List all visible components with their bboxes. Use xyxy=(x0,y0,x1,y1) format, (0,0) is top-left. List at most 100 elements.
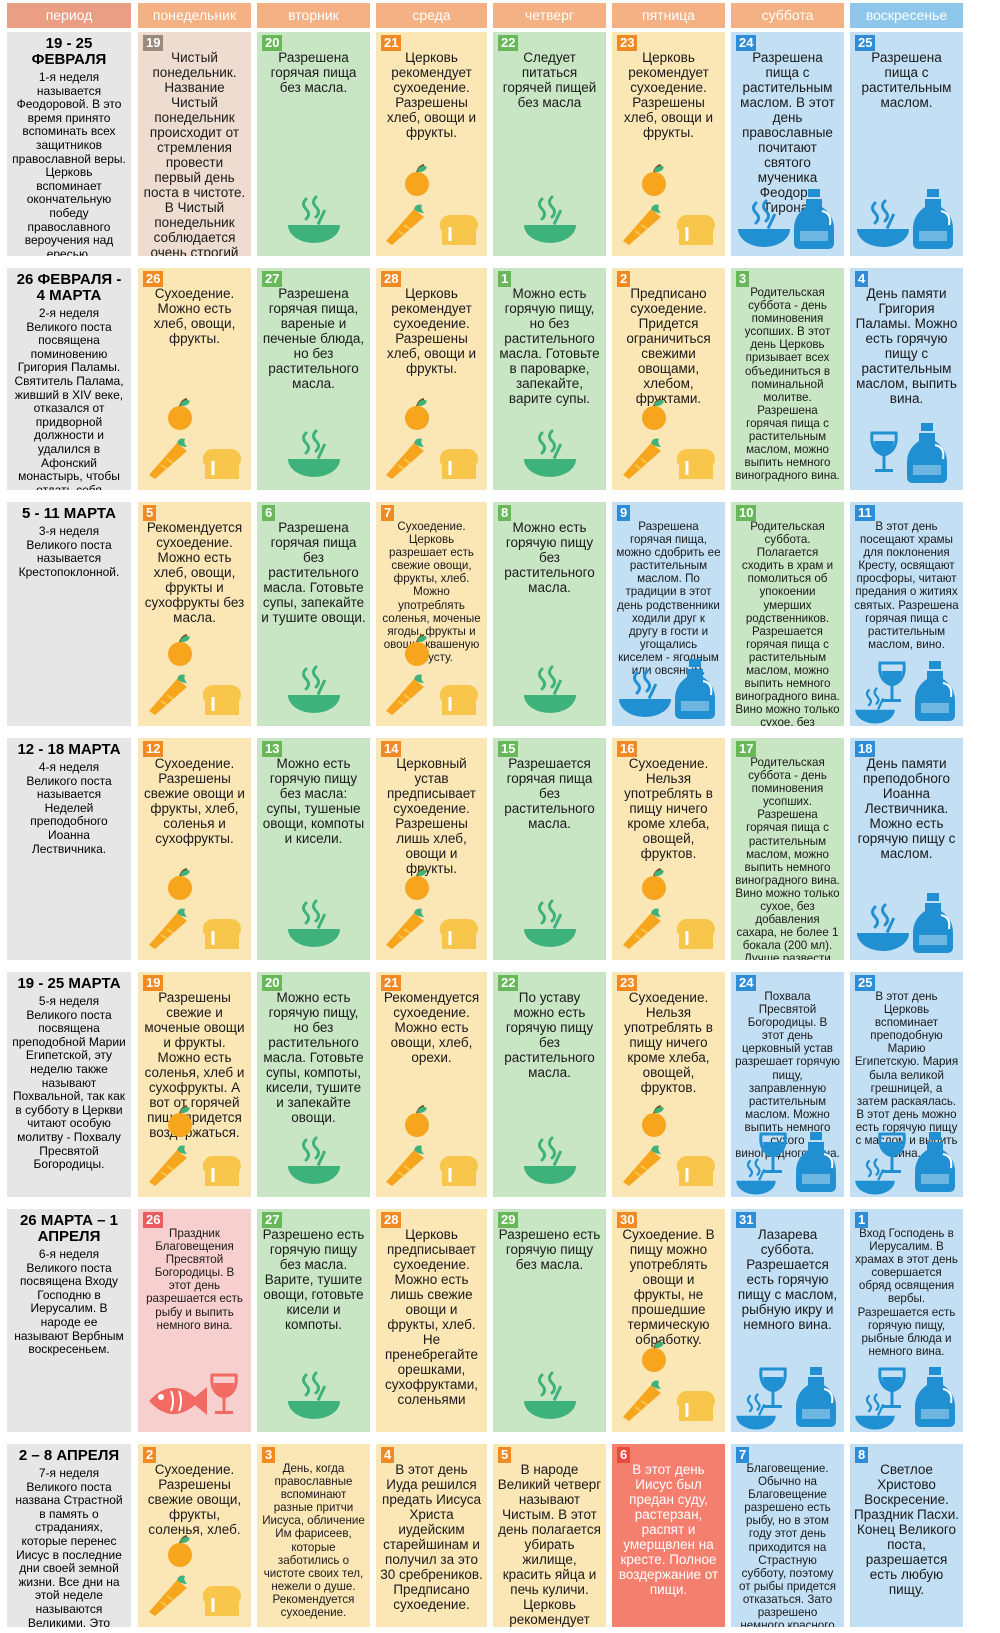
day-number: 5 xyxy=(498,1447,512,1463)
day-cell: 26 Праздник Благовещения Пресвятой Богоро… xyxy=(138,1209,251,1432)
food-icons xyxy=(257,629,370,724)
bread-icon xyxy=(439,1155,478,1186)
soup-bowl-icon xyxy=(523,899,576,947)
header-day-3: среда xyxy=(376,3,487,28)
day-cell: 15 Разрешается горячая пища без раститель… xyxy=(493,738,606,960)
day-number: 27 xyxy=(262,1212,283,1228)
soup-bowl-icon xyxy=(523,429,576,477)
carrot-icon xyxy=(385,674,424,715)
day-number: 6 xyxy=(617,1447,631,1463)
food-icons xyxy=(138,863,251,958)
soup-bowl-icon xyxy=(735,1158,776,1195)
apple-icon xyxy=(641,1105,666,1137)
food-icons xyxy=(612,393,725,488)
day-text: Рекомендуется сухоедение. Можно есть хле… xyxy=(144,520,245,625)
period-description: 7-я неделя Великого поста названа Страст… xyxy=(15,1466,123,1627)
apple-icon xyxy=(641,398,666,430)
apple-icon xyxy=(167,634,192,666)
day-cell: 26 Сухоедение. Можно есть хлеб, овощи, фр… xyxy=(138,268,251,490)
day-text: По уставу можно есть горячую пищу без ра… xyxy=(504,990,595,1080)
day-number: 20 xyxy=(262,35,283,51)
soup-bowl-icon xyxy=(523,665,576,713)
wine-glass-icon xyxy=(758,1132,787,1173)
header-day-4: четверг xyxy=(493,3,606,28)
soup-bowl-icon xyxy=(287,665,340,713)
carrot-icon xyxy=(385,204,424,245)
carrot-icon xyxy=(385,908,424,949)
day-cell: 8 Можно есть горячую пищу без растительно… xyxy=(493,502,606,726)
day-text: Разрешено есть горячую пищу без масла. xyxy=(498,1227,601,1272)
day-text: Церковь рекомендует сухоедение. Разрешен… xyxy=(623,50,714,140)
day-text: Церковь рекомендует сухоедение. Разрешен… xyxy=(386,50,477,140)
bread-icon xyxy=(676,1390,715,1421)
day-text: Разрешено есть горячую пищу без масла. В… xyxy=(262,1227,365,1332)
food-icons xyxy=(376,629,487,724)
day-number: 17 xyxy=(736,741,757,757)
day-cell: 24 Разрешена пища с растительным маслом. … xyxy=(731,32,844,256)
day-number: 6 xyxy=(262,505,276,521)
day-cell: 13 Можно есть горячую пищу без масла: суп… xyxy=(257,738,370,960)
period-cell: 12 - 18 МАРТА 4-я неделя Великого поста н… xyxy=(7,738,131,960)
oil-bottle-icon xyxy=(912,893,953,953)
day-number: 24 xyxy=(736,35,757,51)
day-number: 16 xyxy=(617,741,638,757)
day-cell: 1 Вход Господень в Иерусалим. В храмах в … xyxy=(850,1209,963,1432)
soup-bowl-icon xyxy=(287,195,340,243)
day-cell: 8 Светлое Христово Воскресение. Праздник … xyxy=(850,1444,963,1627)
wine-glass-icon xyxy=(877,661,906,702)
day-text: Светлое Христово Воскресение. Праздник П… xyxy=(854,1462,959,1597)
day-text: Разрешена горячая пища без растительного… xyxy=(261,520,366,625)
day-number: 8 xyxy=(498,505,512,521)
bread-icon xyxy=(202,1585,241,1616)
food-icons xyxy=(493,159,606,254)
day-number: 31 xyxy=(736,1212,757,1228)
bread-icon xyxy=(676,1155,715,1186)
food-icons xyxy=(493,863,606,958)
day-text: Сухоедение. В пищу можно употреблять ово… xyxy=(622,1227,715,1347)
day-text: Церковный устав предписывает сухоедение.… xyxy=(387,756,476,876)
fish-icon xyxy=(148,1387,207,1415)
carrot-icon xyxy=(622,204,661,245)
food-icons xyxy=(850,629,963,724)
day-number: 19 xyxy=(143,35,164,51)
day-number: 23 xyxy=(617,35,638,51)
day-text: Разрешена горячая пища без масла. xyxy=(270,50,357,95)
food-icons xyxy=(850,393,963,488)
bread-icon xyxy=(439,918,478,949)
bread-icon xyxy=(676,448,715,479)
apple-icon xyxy=(404,164,429,196)
day-text: В этот день посещают храмы для поклонени… xyxy=(854,520,959,651)
day-text: Разрешена горячая пища, вареные и печены… xyxy=(262,286,365,391)
day-number: 22 xyxy=(498,975,519,991)
wine-glass-icon xyxy=(758,1367,787,1408)
day-cell: 21 Церковь рекомендует сухоедение. Разреш… xyxy=(376,32,487,256)
day-number: 7 xyxy=(381,505,395,521)
header-day-1: понедельник xyxy=(138,3,251,28)
period-cell: 26 МАРТА – 1 АПРЕЛЯ 6-я неделя Великого п… xyxy=(7,1209,131,1432)
day-number: 4 xyxy=(855,271,869,287)
day-cell: 22 По уставу можно есть горячую пищу без … xyxy=(493,972,606,1197)
day-cell: 29 Разрешено есть горячую пищу без масла. xyxy=(493,1209,606,1432)
soup-bowl-icon xyxy=(854,1393,895,1430)
day-number: 9 xyxy=(617,505,631,521)
day-number: 3 xyxy=(736,271,750,287)
day-text: Рекомендуется сухоедение. Можно есть ово… xyxy=(383,990,480,1065)
soup-bowl-icon xyxy=(618,669,671,717)
wine-glass-icon xyxy=(877,1132,906,1173)
day-text: Следует питаться горячей пищей без масла xyxy=(502,50,597,110)
day-cell: 19 Чистый понедельник. Название Чистый по… xyxy=(138,32,251,256)
period-cell: 19 - 25 ФЕВРАЛЯ 1-я неделя называется Фео… xyxy=(7,32,131,256)
period-range: 19 - 25 МАРТА xyxy=(17,975,121,992)
day-text: Вход Господень в Иерусалим. В храмах в э… xyxy=(855,1227,958,1358)
day-cell: 19 Разрешены свежие и моченые овощи и фру… xyxy=(138,972,251,1197)
period-range: 5 - 11 МАРТА xyxy=(22,505,116,522)
food-icons xyxy=(493,1100,606,1195)
day-cell: 23 Сухоедение. Нельзя употреблять в пищу … xyxy=(612,972,725,1197)
day-cell: 27 Разрешено есть горячую пищу без масла.… xyxy=(257,1209,370,1432)
soup-bowl-icon xyxy=(287,899,340,947)
food-icons xyxy=(257,159,370,254)
food-icons xyxy=(138,1335,251,1430)
food-icons xyxy=(850,863,963,958)
period-description: 1-я неделя называется Феодоровой. В это … xyxy=(12,70,126,256)
